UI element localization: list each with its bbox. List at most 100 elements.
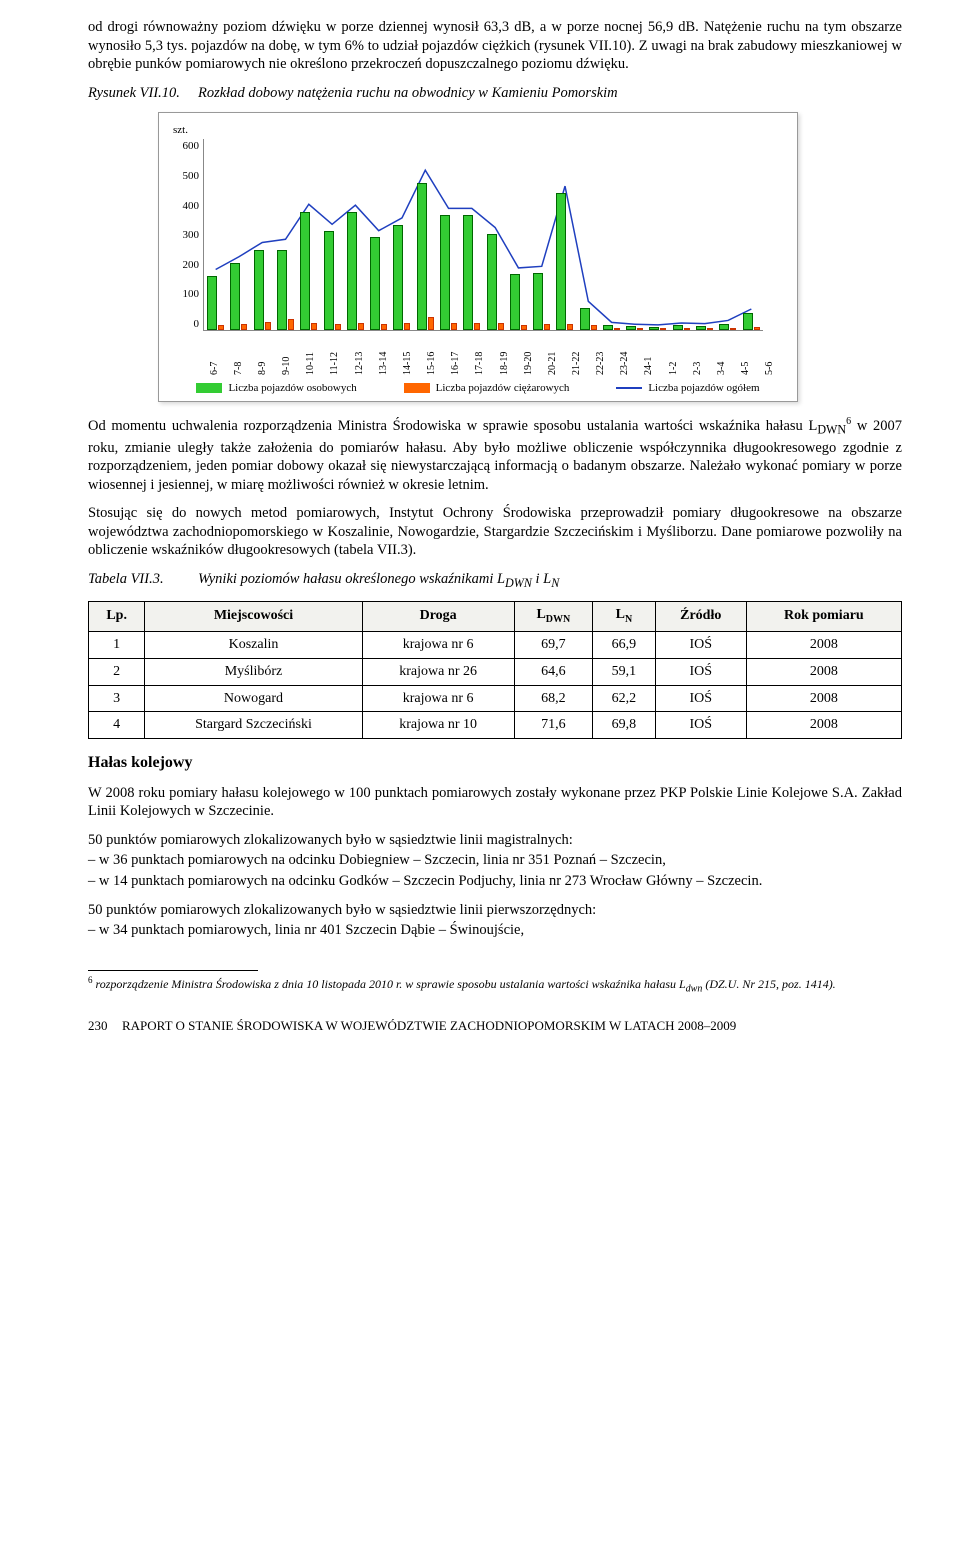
table-cell: Koszalin [145,631,362,658]
bar-green [603,325,613,330]
body-paragraph: 50 punktów pomiarowych zlokalizowanych b… [88,901,902,920]
xtick: 10-11 [305,335,318,375]
bar-group [230,263,247,330]
xtick: 6-7 [209,335,222,375]
table-cell: Nowogard [145,685,362,712]
ytick: 200 [173,258,199,272]
legend-item: Liczba pojazdów ogółem [616,381,759,395]
body-paragraph: Stosując się do nowych metod pomiarowych… [88,504,902,560]
table-header-row: Lp. Miejscowości Droga LDWN LN Źródło Ro… [89,602,902,632]
ytick: 300 [173,228,199,242]
bar-green [487,234,497,330]
table-row: 4Stargard Szczecińskikrajowa nr 1071,669… [89,712,902,739]
th-droga: Droga [362,602,514,632]
bar-orange [707,328,713,330]
table-cell: 4 [89,712,145,739]
section-heading: Hałas kolejowy [88,753,902,773]
bar-orange [241,324,247,330]
table-cell: IOŚ [655,685,746,712]
table-cell: krajowa nr 6 [362,685,514,712]
bullet-list: w 36 punktach pomiarowych na odcinku Dob… [88,851,902,890]
bar-group [277,250,294,330]
th-ln: LN [593,602,656,632]
results-table: Lp. Miejscowości Droga LDWN LN Źródło Ro… [88,601,902,739]
bar-group [556,193,573,331]
ytick: 400 [173,199,199,213]
table-row: 2Myślibórzkrajowa nr 2664,659,1IOŚ2008 [89,658,902,685]
bar-green [533,273,543,331]
bar-orange [335,324,341,330]
bar-green [417,183,427,330]
bar-orange [637,328,643,330]
bullet-list: w 34 punktach pomiarowych, linia nr 401 … [88,921,902,940]
bar-green [626,326,636,330]
bar-orange [521,325,527,331]
bar-green [696,326,706,330]
xtick: 21-22 [571,335,584,375]
bar-orange [614,328,620,331]
list-item: w 34 punktach pomiarowych, linia nr 401 … [88,921,902,940]
yaxis-unit: szt. [173,123,783,137]
table-caption: Tabela VII.3. Wyniki poziomów hałasu okr… [88,570,902,591]
xtick: 3-4 [716,335,729,375]
xtick: 9-10 [281,335,294,375]
table-cell: IOŚ [655,712,746,739]
table-cell: Myślibórz [145,658,362,685]
legend-label: Liczba pojazdów osobowych [228,381,356,395]
table-cell: 64,6 [514,658,592,685]
xtick: 17-18 [474,335,487,375]
figure-caption: Rysunek VII.10. Rozkład dobowy natężenia… [88,84,902,103]
xtick: 14-15 [402,335,415,375]
bar-group [440,215,457,330]
footer-title: RAPORT O STANIE ŚRODOWISKA W WOJEWÓDZTWI… [122,1018,736,1035]
footnote-separator [88,970,258,971]
bar-green [440,215,450,330]
bar-group [347,212,364,330]
table-cell: 69,7 [514,631,592,658]
bar-green [300,212,310,330]
table-cell: IOŚ [655,658,746,685]
bar-orange [381,324,387,330]
table-cell: 62,2 [593,685,656,712]
bar-group [370,237,387,330]
table-cell: krajowa nr 26 [362,658,514,685]
legend-swatch-line [616,387,642,389]
table-row: 3Nowogardkrajowa nr 668,262,2IOŚ2008 [89,685,902,712]
bar-group [649,327,666,330]
bar-orange [684,328,690,330]
table-row: 1Koszalinkrajowa nr 669,766,9IOŚ2008 [89,631,902,658]
bar-orange [567,324,573,330]
bar-orange [474,323,480,330]
table-cell: 2008 [746,712,901,739]
bar-group [510,274,527,330]
bar-group [719,324,736,330]
th-miej: Miejscowości [145,602,362,632]
bar-group [463,215,480,330]
table-cell: IOŚ [655,631,746,658]
xtick: 12-13 [354,335,367,375]
bar-green [580,308,590,330]
yaxis-ticks: 6005004003002001000 [173,139,199,331]
xtick: 19-20 [523,335,536,375]
chart-legend: Liczba pojazdów osobowych Liczba pojazdó… [173,381,783,395]
xtick: 8-9 [257,335,270,375]
xtick: 22-23 [595,335,608,375]
bar-green [324,231,334,330]
bar-green [743,313,753,331]
bar-green [370,237,380,330]
figure-title: Rozkład dobowy natężenia ruchu na obwodn… [198,84,618,103]
legend-label: Liczba pojazdów ciężarowych [436,381,570,395]
xtick: 2-3 [692,335,705,375]
bar-green [347,212,357,330]
bar-green [254,250,264,330]
bar-orange [660,328,666,330]
bar-group [254,250,271,330]
th-zrodlo: Źródło [655,602,746,632]
table-cell: 68,2 [514,685,592,712]
bar-orange [358,323,364,330]
xtick: 20-21 [547,335,560,375]
legend-item: Liczba pojazdów osobowych [196,381,356,395]
bar-green [510,274,520,330]
table-cell: 2008 [746,658,901,685]
bar-orange [591,325,597,331]
